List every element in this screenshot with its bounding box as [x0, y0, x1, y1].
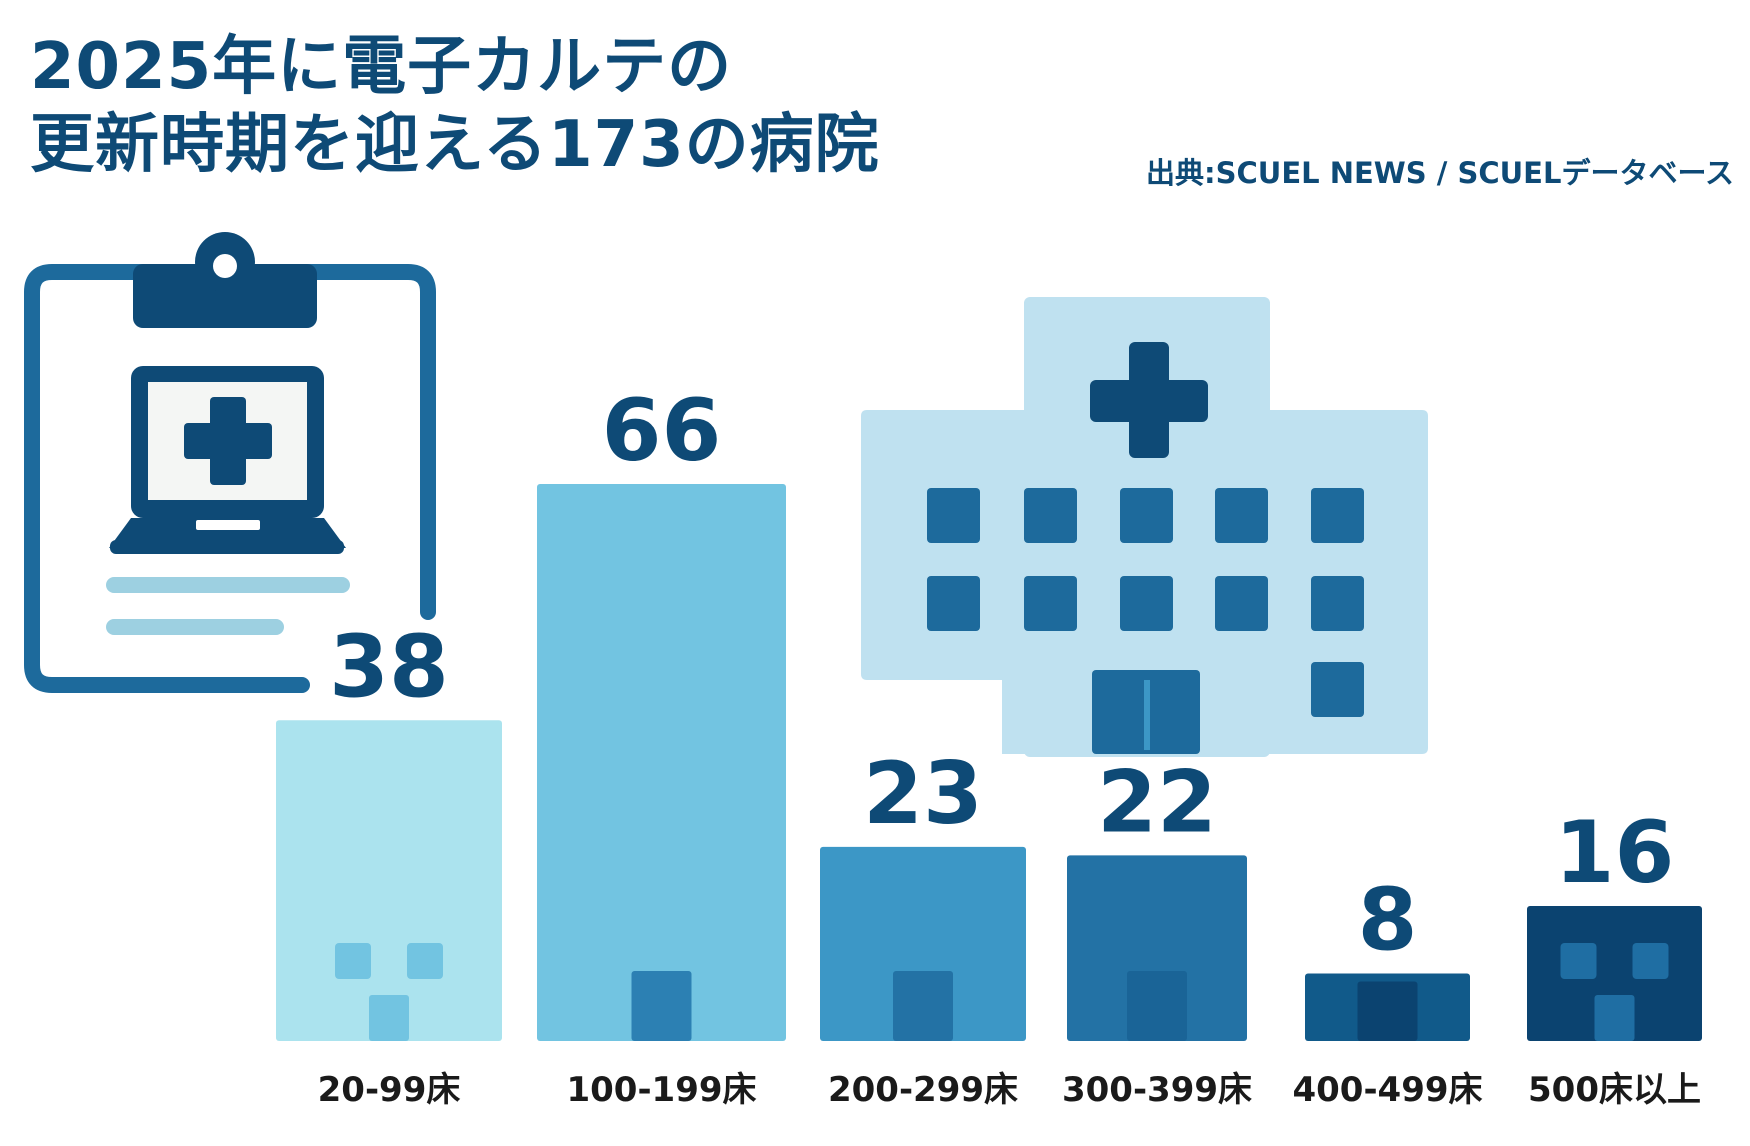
- bar-group: 16 500床以上: [1527, 803, 1702, 1110]
- category-label: 300-399床: [1062, 1070, 1252, 1110]
- value-label: 22: [1097, 752, 1217, 852]
- chart-title: 2025年に電子カルテの 更新時期を迎える173の病院: [30, 28, 880, 184]
- bar-group: 8 400-499床: [1292, 870, 1482, 1110]
- clipboard-laptop-icon: [24, 232, 436, 693]
- value-label: 38: [329, 617, 449, 717]
- window-shape: [335, 943, 371, 979]
- door-shape: [631, 971, 692, 1041]
- bar: [1067, 855, 1247, 1041]
- title-line-1: 2025年に電子カルテの: [30, 30, 733, 104]
- window-shape: [1632, 943, 1669, 979]
- category-label: 20-99床: [318, 1070, 461, 1110]
- category-label: 100-199床: [566, 1070, 756, 1110]
- value-label: 16: [1555, 803, 1675, 903]
- category-label: 500床以上: [1528, 1070, 1701, 1110]
- window-shape: [407, 943, 443, 979]
- value-label: 66: [602, 381, 722, 481]
- window-shape: [1560, 943, 1597, 979]
- bar: [276, 720, 502, 1041]
- bar-group: 66 100-199床: [537, 381, 786, 1110]
- category-label: 400-499床: [1292, 1070, 1482, 1110]
- source-note: 出典:SCUEL NEWS / SCUELデータベース: [1146, 156, 1734, 190]
- bar-group: 23 200-299床: [820, 744, 1026, 1110]
- value-label: 23: [863, 744, 983, 844]
- bar: [820, 846, 1026, 1041]
- bar-group: 22 300-399床: [1062, 752, 1252, 1110]
- category-label: 200-299床: [828, 1070, 1018, 1110]
- door-shape: [369, 995, 409, 1041]
- value-label: 8: [1358, 870, 1418, 970]
- door-shape: [1357, 981, 1418, 1041]
- bar: [537, 484, 786, 1041]
- bar-group: 38 20-99床: [276, 617, 502, 1110]
- door-shape: [1594, 995, 1635, 1041]
- bars-layer: 38 20-99床 66 100-199床 23 200-299床 22 300-399床 8 4…: [276, 381, 1702, 1110]
- bar: [1527, 905, 1702, 1041]
- title-line-2: 更新時期を迎える173の病院: [30, 108, 880, 182]
- door-shape: [893, 971, 953, 1041]
- door-shape: [1127, 971, 1187, 1041]
- hospital-building-icon: [861, 297, 1428, 757]
